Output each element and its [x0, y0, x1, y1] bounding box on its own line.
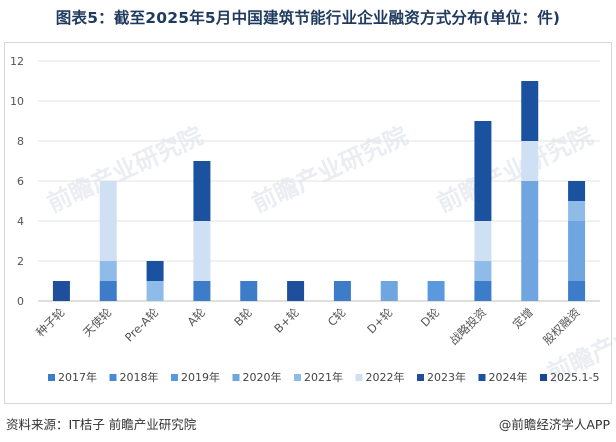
bar-segment [99, 181, 117, 261]
legend-label: 2017年 [58, 370, 97, 384]
bar-segment [240, 281, 258, 301]
legend-swatch [478, 374, 486, 381]
bar-segment [193, 221, 211, 281]
bar-segment [193, 281, 211, 301]
y-tick-label: 12 [10, 55, 24, 68]
bar-segment [427, 281, 445, 301]
legend-swatch [540, 374, 547, 381]
bar-segment [568, 281, 586, 301]
y-tick-label: 6 [17, 175, 24, 188]
legend-swatch [294, 374, 301, 381]
legend-label: 2021年 [304, 370, 343, 384]
bar-segment [287, 281, 305, 301]
x-tick-label: C轮 [325, 305, 349, 329]
legend-label: 2019年 [181, 370, 220, 384]
legend-swatch [417, 374, 424, 381]
legend-label: 2022年 [366, 370, 405, 384]
x-tick-label: B轮 [231, 305, 255, 329]
chart-frame [4, 42, 612, 404]
chart-title: 图表5：截至2025年5月中国建筑节能行业企业融资方式分布(单位：件) [55, 9, 561, 27]
y-tick-label: 4 [17, 215, 24, 228]
x-tick-label: 战略投资 [447, 305, 489, 347]
x-tick-label: D轮 [418, 305, 443, 330]
credit-note: @前瞻经济学人APP [498, 417, 610, 432]
x-tick-label: B+轮 [271, 305, 302, 336]
legend-swatch [171, 374, 178, 381]
bar-segment [474, 261, 492, 281]
legend-label: 2025.1-5 [550, 371, 599, 384]
bar-segment [568, 201, 586, 221]
source-note: 资料来源：IT桔子 前瞻产业研究院 [6, 417, 197, 432]
bar-segment [521, 141, 539, 181]
x-tick-label: 股权融资 [540, 305, 582, 347]
legend-swatch [48, 374, 55, 381]
legend-swatch [355, 374, 363, 381]
bar-segment [146, 281, 164, 301]
bar-segment [380, 281, 398, 301]
bar-segment [521, 181, 539, 301]
bar-segment [99, 261, 117, 281]
bar-segment [474, 221, 492, 261]
bar-segment [333, 281, 351, 301]
bar-segment [474, 121, 492, 221]
legend-label: 2020年 [243, 370, 282, 384]
x-tick-label: 种子轮 [33, 305, 68, 340]
y-tick-label: 2 [17, 255, 24, 268]
x-tick-label: D+轮 [364, 305, 395, 336]
bar-segment [52, 281, 70, 301]
legend-label: 2024年 [489, 370, 528, 384]
bar-segment [99, 281, 117, 301]
x-tick-label: Pre-A轮 [122, 305, 162, 345]
x-tick-label: A轮 [184, 305, 208, 329]
legend-swatch [109, 374, 117, 381]
bar-segment [474, 281, 492, 301]
y-tick-label: 8 [17, 135, 24, 148]
legend-swatch [232, 374, 240, 381]
legend-label: 2023年 [427, 370, 466, 384]
y-tick-label: 10 [10, 95, 24, 108]
y-tick-label: 0 [17, 295, 24, 308]
bar-segment [146, 261, 164, 281]
x-tick-label: 定增 [510, 305, 536, 331]
bar-segment [521, 81, 539, 141]
bar-segment [193, 161, 211, 221]
legend-label: 2018年 [120, 370, 159, 384]
bar-segment [568, 221, 586, 281]
x-tick-label: 天使轮 [80, 305, 115, 340]
bar-segment [568, 181, 586, 201]
